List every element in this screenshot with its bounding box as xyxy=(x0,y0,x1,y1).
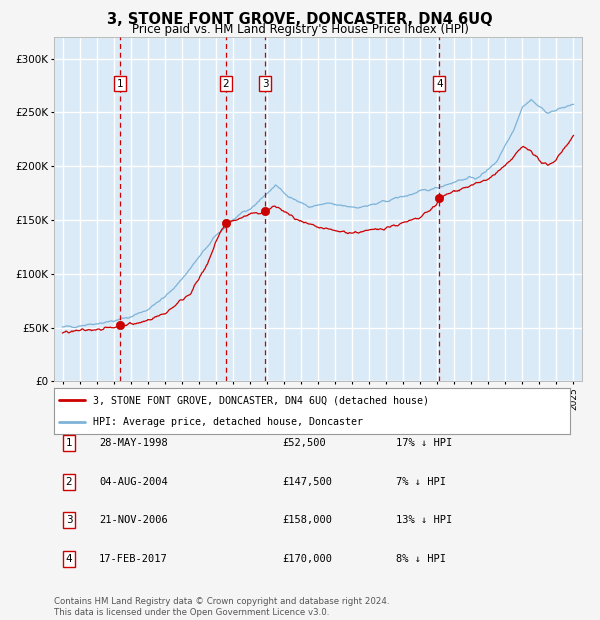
Text: 17% ↓ HPI: 17% ↓ HPI xyxy=(396,438,452,448)
Text: £170,000: £170,000 xyxy=(282,554,332,564)
Text: 17-FEB-2017: 17-FEB-2017 xyxy=(99,554,168,564)
Text: 3: 3 xyxy=(65,515,73,525)
Text: 1: 1 xyxy=(65,438,73,448)
Text: £158,000: £158,000 xyxy=(282,515,332,525)
Text: 13% ↓ HPI: 13% ↓ HPI xyxy=(396,515,452,525)
Text: 1: 1 xyxy=(117,79,124,89)
Text: £147,500: £147,500 xyxy=(282,477,332,487)
Text: 3, STONE FONT GROVE, DONCASTER, DN4 6UQ: 3, STONE FONT GROVE, DONCASTER, DN4 6UQ xyxy=(107,12,493,27)
Text: 4: 4 xyxy=(436,79,443,89)
Text: 04-AUG-2004: 04-AUG-2004 xyxy=(99,477,168,487)
Text: 3: 3 xyxy=(262,79,268,89)
Text: 28-MAY-1998: 28-MAY-1998 xyxy=(99,438,168,448)
Text: Contains HM Land Registry data © Crown copyright and database right 2024.
This d: Contains HM Land Registry data © Crown c… xyxy=(54,598,389,617)
Text: 3, STONE FONT GROVE, DONCASTER, DN4 6UQ (detached house): 3, STONE FONT GROVE, DONCASTER, DN4 6UQ … xyxy=(92,395,428,405)
Text: 4: 4 xyxy=(65,554,73,564)
Text: 2: 2 xyxy=(65,477,73,487)
Text: 7% ↓ HPI: 7% ↓ HPI xyxy=(396,477,446,487)
Text: 21-NOV-2006: 21-NOV-2006 xyxy=(99,515,168,525)
Text: 8% ↓ HPI: 8% ↓ HPI xyxy=(396,554,446,564)
Text: £52,500: £52,500 xyxy=(282,438,326,448)
Text: HPI: Average price, detached house, Doncaster: HPI: Average price, detached house, Donc… xyxy=(92,417,362,427)
Text: 2: 2 xyxy=(223,79,229,89)
Text: Price paid vs. HM Land Registry's House Price Index (HPI): Price paid vs. HM Land Registry's House … xyxy=(131,23,469,36)
